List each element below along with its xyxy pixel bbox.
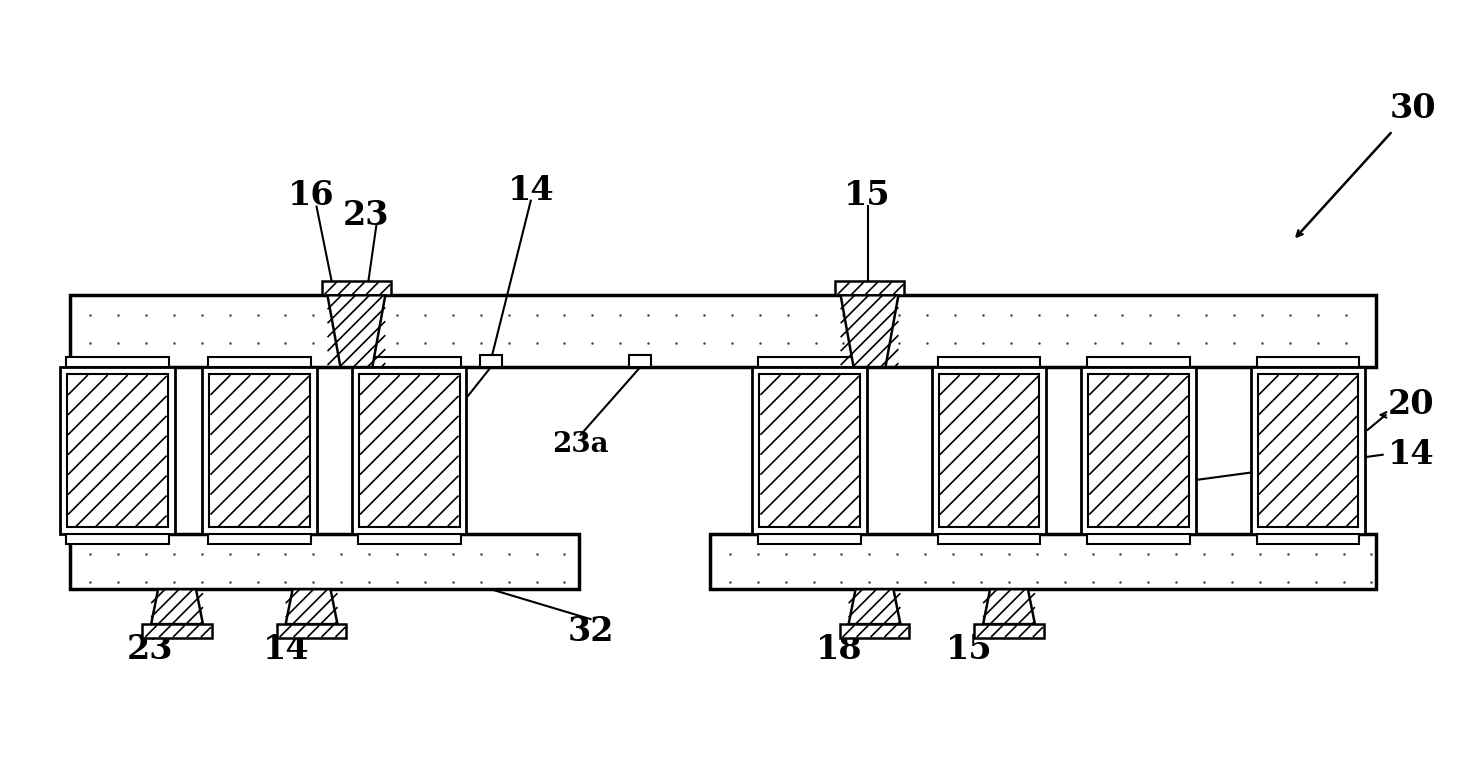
Bar: [931, 367, 1046, 535]
Polygon shape: [285, 589, 337, 624]
Text: 14: 14: [1388, 439, 1434, 471]
Bar: [1258, 374, 1358, 527]
Bar: [1256, 357, 1360, 367]
Text: 20: 20: [1388, 388, 1434, 422]
Bar: [322, 281, 392, 296]
Bar: [71, 296, 1376, 367]
Bar: [937, 357, 1041, 367]
Bar: [358, 535, 461, 545]
Polygon shape: [151, 589, 202, 624]
Bar: [202, 367, 318, 535]
Bar: [358, 357, 461, 367]
Polygon shape: [841, 296, 899, 367]
Text: 15: 15: [946, 633, 992, 665]
Bar: [630, 355, 652, 367]
Bar: [67, 357, 168, 367]
Bar: [480, 355, 503, 367]
Bar: [142, 624, 211, 638]
Bar: [760, 374, 860, 527]
Bar: [67, 374, 167, 527]
Bar: [1250, 367, 1366, 535]
Bar: [1088, 535, 1190, 545]
Bar: [359, 374, 460, 527]
Bar: [208, 357, 310, 367]
Bar: [752, 367, 868, 535]
Text: 23a: 23a: [387, 431, 445, 458]
Bar: [71, 535, 578, 589]
Bar: [1256, 535, 1360, 545]
Polygon shape: [328, 296, 386, 367]
Bar: [758, 535, 862, 545]
Bar: [208, 535, 310, 545]
Bar: [758, 357, 862, 367]
Bar: [352, 367, 467, 535]
Text: 23a: 23a: [553, 431, 609, 458]
Bar: [1088, 374, 1188, 527]
Text: 23: 23: [343, 199, 390, 232]
Text: 14: 14: [507, 174, 554, 207]
Text: 18: 18: [816, 633, 863, 665]
Bar: [1088, 357, 1190, 367]
Text: 32: 32: [568, 614, 613, 648]
Text: 14: 14: [263, 633, 310, 665]
Text: 23: 23: [127, 633, 173, 665]
Polygon shape: [848, 589, 900, 624]
Bar: [835, 281, 905, 296]
Bar: [67, 535, 168, 545]
Bar: [276, 624, 346, 638]
Bar: [210, 374, 310, 527]
Text: 16: 16: [288, 180, 336, 212]
Bar: [939, 374, 1039, 527]
Text: 30: 30: [1389, 92, 1435, 125]
Bar: [61, 367, 174, 535]
Bar: [1082, 367, 1196, 535]
Bar: [974, 624, 1043, 638]
Bar: [709, 535, 1376, 589]
Text: 15: 15: [844, 180, 891, 212]
Bar: [937, 535, 1041, 545]
Bar: [840, 624, 909, 638]
Polygon shape: [983, 589, 1035, 624]
